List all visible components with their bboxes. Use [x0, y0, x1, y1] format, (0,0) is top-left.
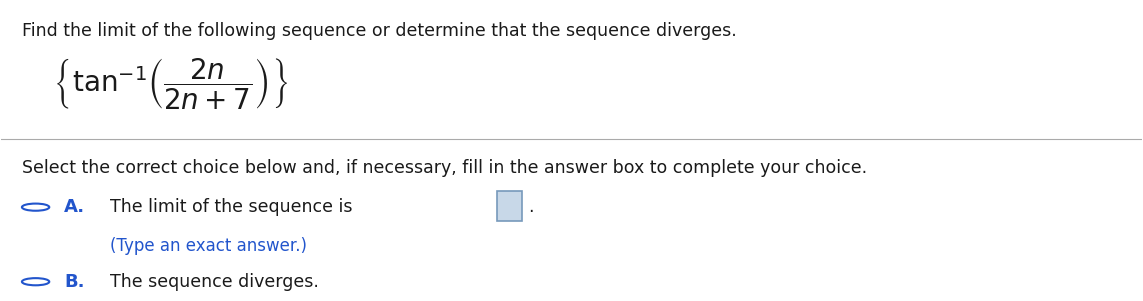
Text: (Type an exact answer.): (Type an exact answer.): [110, 237, 306, 255]
Text: A.: A.: [64, 198, 86, 216]
Text: B.: B.: [64, 273, 85, 291]
Text: $\left\{ \tan^{-1}\!\left(\dfrac{2n}{2n+7}\right) \right\}$: $\left\{ \tan^{-1}\!\left(\dfrac{2n}{2n+…: [53, 56, 288, 111]
Text: The limit of the sequence is: The limit of the sequence is: [110, 198, 352, 216]
Text: Select the correct choice below and, if necessary, fill in the answer box to com: Select the correct choice below and, if …: [22, 160, 868, 178]
Text: The sequence diverges.: The sequence diverges.: [110, 273, 319, 291]
FancyBboxPatch shape: [497, 191, 522, 221]
Text: Find the limit of the following sequence or determine that the sequence diverges: Find the limit of the following sequence…: [22, 22, 736, 40]
Text: .: .: [528, 198, 534, 216]
